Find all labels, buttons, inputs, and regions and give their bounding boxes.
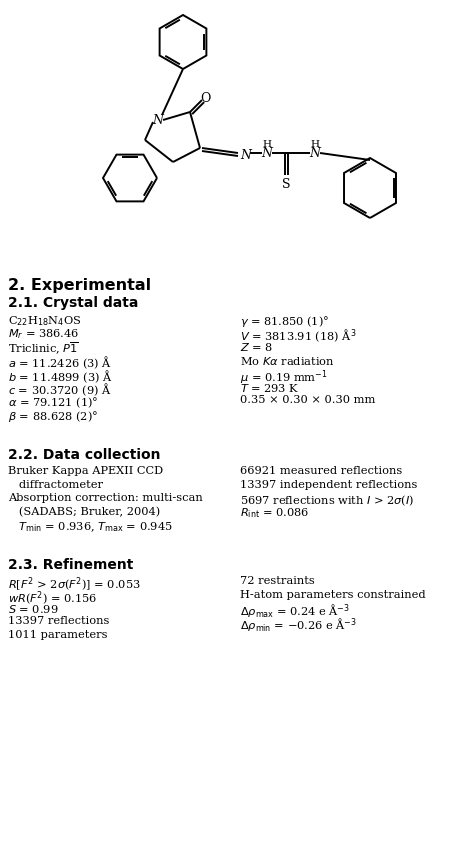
Text: 2.3. Refinement: 2.3. Refinement — [8, 558, 133, 572]
Text: $M_r$ = 386.46: $M_r$ = 386.46 — [8, 328, 79, 342]
Text: $\Delta\rho_{\rm min}$ = −0.26 e Å$^{-3}$: $\Delta\rho_{\rm min}$ = −0.26 e Å$^{-3}… — [240, 616, 357, 634]
Text: S: S — [282, 177, 291, 191]
Text: N: N — [240, 148, 252, 162]
Text: $\alpha$ = 79.121 (1)°: $\alpha$ = 79.121 (1)° — [8, 395, 99, 409]
Text: 2.2. Data collection: 2.2. Data collection — [8, 448, 161, 462]
Text: Bruker Kappa APEXII CCD: Bruker Kappa APEXII CCD — [8, 466, 163, 476]
Text: N: N — [153, 114, 164, 127]
Text: $\mu$ = 0.19 mm$^{-1}$: $\mu$ = 0.19 mm$^{-1}$ — [240, 368, 328, 387]
Text: $\beta$ = 88.628 (2)°: $\beta$ = 88.628 (2)° — [8, 408, 98, 424]
Text: Mo $K\alpha$ radiation: Mo $K\alpha$ radiation — [240, 354, 335, 366]
Text: $b$ = 11.4899 (3) Å: $b$ = 11.4899 (3) Å — [8, 368, 113, 384]
Text: 5697 reflections with $I$ > 2$\sigma$($I$): 5697 reflections with $I$ > 2$\sigma$($I… — [240, 493, 414, 508]
Text: Absorption correction: multi-scan: Absorption correction: multi-scan — [8, 493, 203, 503]
Text: 1011 parameters: 1011 parameters — [8, 630, 108, 640]
Text: $c$ = 30.3720 (9) Å: $c$ = 30.3720 (9) Å — [8, 382, 111, 398]
Text: H: H — [310, 140, 319, 148]
Text: 66921 measured reflections: 66921 measured reflections — [240, 466, 402, 476]
Text: O: O — [200, 92, 210, 104]
Text: $R_{\rm int}$ = 0.086: $R_{\rm int}$ = 0.086 — [240, 507, 309, 520]
Text: $T$ = 293 K: $T$ = 293 K — [240, 382, 300, 394]
Text: diffractometer: diffractometer — [8, 479, 103, 490]
Text: N: N — [262, 146, 273, 159]
Text: 13397 reflections: 13397 reflections — [8, 616, 109, 627]
Text: $S$ = 0.99: $S$ = 0.99 — [8, 603, 59, 615]
Text: 0.35 × 0.30 × 0.30 mm: 0.35 × 0.30 × 0.30 mm — [240, 395, 375, 405]
Text: H: H — [263, 140, 272, 148]
Text: (​SADABS​; Bruker, 2004): (​SADABS​; Bruker, 2004) — [8, 507, 160, 517]
Text: $R$[$F^2$ > 2$\sigma$($F^2$)] = 0.053: $R$[$F^2$ > 2$\sigma$($F^2$)] = 0.053 — [8, 576, 141, 594]
Text: H-atom parameters constrained: H-atom parameters constrained — [240, 590, 426, 599]
Text: $\Delta\rho_{\rm max}$ = 0.24 e Å$^{-3}$: $\Delta\rho_{\rm max}$ = 0.24 e Å$^{-3}$ — [240, 603, 350, 621]
Text: 2.1. Crystal data: 2.1. Crystal data — [8, 296, 138, 310]
Text: 2. Experimental: 2. Experimental — [8, 278, 151, 293]
Text: Triclinic, $P\overline{1}$: Triclinic, $P\overline{1}$ — [8, 341, 79, 358]
Text: $Z$ = 8: $Z$ = 8 — [240, 341, 273, 353]
Text: $a$ = 11.2426 (3) Å: $a$ = 11.2426 (3) Å — [8, 354, 112, 371]
Text: $T_{\rm min}$ = 0.936, $T_{\rm max}$ = 0.945: $T_{\rm min}$ = 0.936, $T_{\rm max}$ = 0… — [8, 520, 173, 533]
Text: $\gamma$ = 81.850 (1)°: $\gamma$ = 81.850 (1)° — [240, 314, 329, 329]
Text: $wR$($F^2$) = 0.156: $wR$($F^2$) = 0.156 — [8, 590, 97, 608]
Text: C$_{22}$H$_{18}$N$_4$OS: C$_{22}$H$_{18}$N$_4$OS — [8, 314, 82, 328]
Text: $V$ = 3813.91 (18) Å$^3$: $V$ = 3813.91 (18) Å$^3$ — [240, 328, 356, 344]
Text: 72 restraints: 72 restraints — [240, 576, 315, 586]
Text: N: N — [310, 146, 320, 159]
Text: 13397 independent reflections: 13397 independent reflections — [240, 479, 418, 490]
